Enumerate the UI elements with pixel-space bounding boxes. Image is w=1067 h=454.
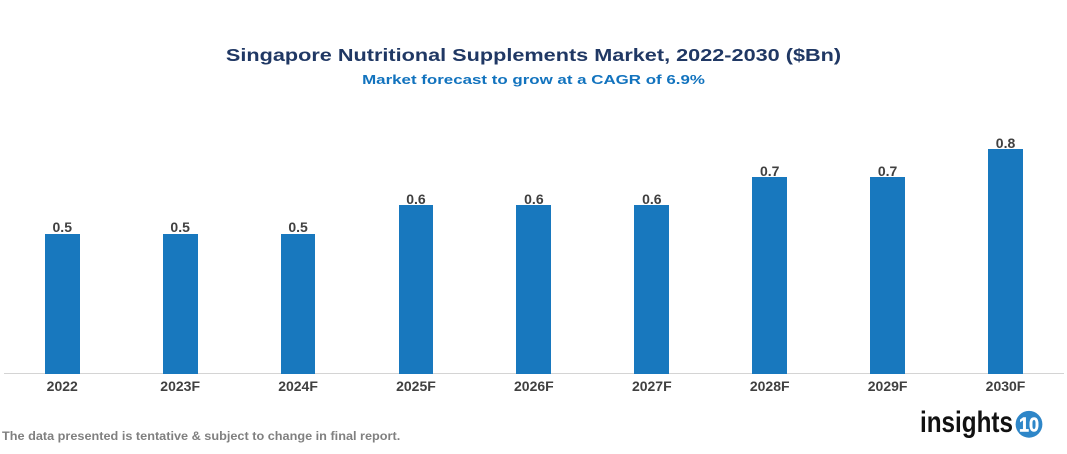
svg-text:10: 10: [1019, 415, 1039, 437]
svg-text:insights: insights: [920, 406, 1013, 439]
